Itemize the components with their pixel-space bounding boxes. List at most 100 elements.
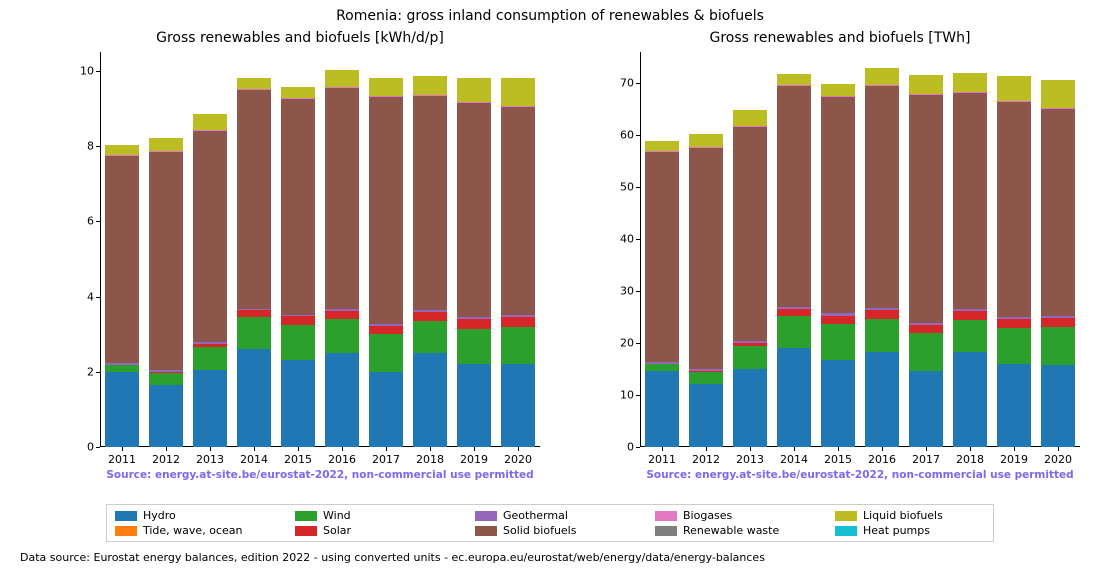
seg-solar [865, 310, 899, 318]
axes-title-right: Gross renewables and biofuels [TWh] [600, 30, 1080, 46]
seg-hydro [105, 372, 139, 447]
seg-liquid-biofuels [281, 87, 315, 98]
seg-geothermal [733, 341, 767, 343]
seg-wind [457, 329, 491, 365]
seg-liquid-biofuels [237, 78, 271, 89]
seg-geothermal [413, 310, 447, 312]
seg-solid-biofuels [325, 88, 359, 309]
seg-wind [953, 320, 987, 352]
legend-label: Tide, wave, ocean [143, 524, 242, 537]
footnote: Data source: Eurostat energy balances, e… [20, 551, 765, 564]
seg-solar [909, 325, 943, 333]
legend-item-biogases: Biogases [655, 509, 805, 522]
seg-biogases [997, 101, 1031, 102]
legend-swatch [655, 511, 677, 521]
seg-solid-biofuels [149, 152, 183, 370]
axes-title-left: Gross renewables and biofuels [kWh/d/p] [60, 30, 540, 46]
subplot-right: Gross renewables and biofuels [TWh] 0102… [600, 30, 1080, 447]
seg-liquid-biofuels [777, 74, 811, 85]
source-label: Source: energy.at-site.be/eurostat-2022,… [100, 447, 540, 481]
seg-solid-biofuels [689, 148, 723, 369]
seg-wind [821, 324, 855, 360]
seg-hydro [369, 372, 403, 447]
seg-solid-biofuels [645, 151, 679, 361]
seg-solar [369, 326, 403, 334]
seg-biogases [777, 85, 811, 86]
seg-solar [149, 372, 183, 373]
seg-geothermal [149, 370, 183, 372]
seg-wind [501, 327, 535, 365]
seg-biogases [501, 106, 535, 107]
seg-biogases [281, 98, 315, 99]
seg-wind [369, 334, 403, 372]
seg-liquid-biofuels [413, 76, 447, 95]
seg-solid-biofuels [237, 90, 271, 309]
seg-solid-biofuels [865, 85, 899, 308]
legend-swatch [835, 526, 857, 536]
legend-label: Heat pumps [863, 524, 930, 537]
seg-solar [733, 343, 767, 346]
legend-label: Geothermal [503, 509, 568, 522]
seg-geothermal [645, 362, 679, 364]
seg-hydro [733, 369, 767, 447]
seg-biogases [369, 96, 403, 97]
seg-hydro [777, 348, 811, 447]
seg-geothermal [777, 307, 811, 309]
seg-biogases [149, 151, 183, 152]
seg-geothermal [689, 369, 723, 371]
seg-biogases [413, 95, 447, 96]
seg-biogases [865, 85, 899, 86]
seg-hydro [821, 360, 855, 447]
seg-wind [105, 365, 139, 372]
seg-wind [909, 333, 943, 371]
seg-biogases [953, 92, 987, 93]
legend-swatch [115, 511, 137, 521]
seg-hydro [457, 364, 491, 447]
figure: Romenia: gross inland consumption of ren… [0, 0, 1100, 572]
legend-label: Wind [323, 509, 351, 522]
seg-liquid-biofuels [369, 78, 403, 97]
seg-wind [997, 328, 1031, 364]
seg-liquid-biofuels [325, 70, 359, 87]
seg-geothermal [457, 317, 491, 319]
legend-label: Hydro [143, 509, 176, 522]
seg-geothermal [193, 342, 227, 344]
seg-liquid-biofuels [457, 78, 491, 102]
seg-hydro [1041, 365, 1075, 447]
seg-solid-biofuels [413, 95, 447, 309]
seg-wind [689, 372, 723, 384]
subplot-left: Gross renewables and biofuels [kWh/d/p] … [60, 30, 540, 447]
seg-hydro [865, 352, 899, 447]
seg-biogases [325, 87, 359, 88]
seg-biogases [457, 102, 491, 103]
seg-wind [413, 321, 447, 353]
seg-geothermal [909, 323, 943, 325]
seg-solar [281, 316, 315, 324]
legend-swatch [295, 511, 317, 521]
seg-solar [237, 310, 271, 317]
seg-liquid-biofuels [821, 84, 855, 95]
seg-biogases [909, 94, 943, 95]
seg-hydro [237, 349, 271, 447]
seg-hydro [413, 353, 447, 447]
seg-hydro [645, 371, 679, 447]
seg-liquid-biofuels [501, 78, 535, 106]
seg-liquid-biofuels [909, 75, 943, 94]
seg-wind [193, 347, 227, 370]
seg-wind [325, 319, 359, 353]
legend-swatch [115, 526, 137, 536]
legend-swatch [655, 526, 677, 536]
seg-solar [501, 317, 535, 326]
seg-wind [149, 373, 183, 385]
seg-wind [733, 346, 767, 369]
legend-item-tide-wave-ocean: Tide, wave, ocean [115, 524, 265, 537]
seg-hydro [193, 370, 227, 447]
seg-solid-biofuels [997, 101, 1031, 316]
seg-geothermal [105, 363, 139, 365]
seg-liquid-biofuels [193, 114, 227, 130]
seg-solar [821, 316, 855, 324]
seg-liquid-biofuels [689, 134, 723, 148]
seg-solid-biofuels [909, 94, 943, 323]
seg-biogases [193, 130, 227, 131]
legend-label: Solid biofuels [503, 524, 576, 537]
